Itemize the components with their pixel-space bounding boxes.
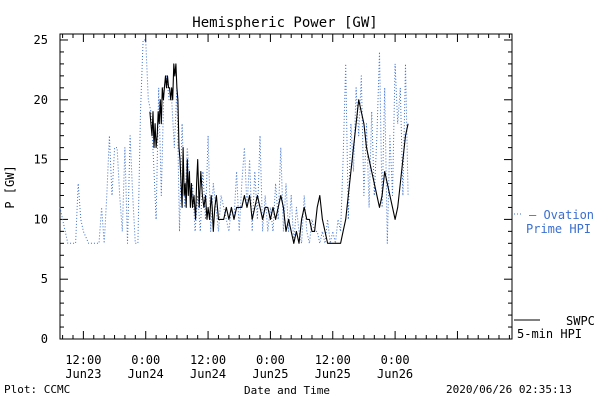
x-tick-date-label: Jun25 xyxy=(252,367,288,381)
timestamp: 2020/06/26 02:35:13 xyxy=(446,383,572,396)
axis-ticks: 051015202512:00Jun230:00Jun2412:00Jun240… xyxy=(34,33,512,381)
x-tick-date-label: Jun24 xyxy=(190,367,226,381)
y-tick-label: 5 xyxy=(41,272,48,286)
series-line-swpc xyxy=(149,63,409,244)
legend-label-swpc: SWPC xyxy=(566,314,595,328)
chart-title: Hemispheric Power [GW] xyxy=(192,15,377,31)
x-tick-date-label: Jun23 xyxy=(65,367,101,381)
x-axis-label: Date and Time xyxy=(244,384,330,397)
x-tick-time-label: 12:00 xyxy=(315,353,351,367)
y-tick-label: 25 xyxy=(34,33,48,47)
x-tick-time-label: 12:00 xyxy=(190,353,226,367)
series-line-ovation xyxy=(59,39,409,244)
plot-credit: Plot: CCMC xyxy=(4,383,71,396)
x-tick-time-label: 0:00 xyxy=(256,353,285,367)
x-tick-date-label: Jun26 xyxy=(377,367,413,381)
x-tick-time-label: 0:00 xyxy=(131,353,160,367)
y-tick-label: 10 xyxy=(34,212,48,226)
y-axis-label: P [GW] xyxy=(3,165,17,208)
legend-label-ovation-2: Prime HPI xyxy=(526,222,591,236)
x-tick-date-label: Jun25 xyxy=(315,367,351,381)
series-layer xyxy=(59,39,409,244)
y-tick-label: 15 xyxy=(34,153,48,167)
y-tick-label: 20 xyxy=(34,93,48,107)
x-tick-date-label: Jun24 xyxy=(128,367,164,381)
y-tick-label: 0 xyxy=(41,332,48,346)
plot-frame xyxy=(59,33,513,340)
x-tick-time-label: 0:00 xyxy=(381,353,410,367)
x-tick-time-label: 12:00 xyxy=(65,353,101,367)
legend-label-ovation: — Ovation xyxy=(529,208,594,222)
legend-label-swpc-2: 5-min HPI xyxy=(517,327,582,341)
